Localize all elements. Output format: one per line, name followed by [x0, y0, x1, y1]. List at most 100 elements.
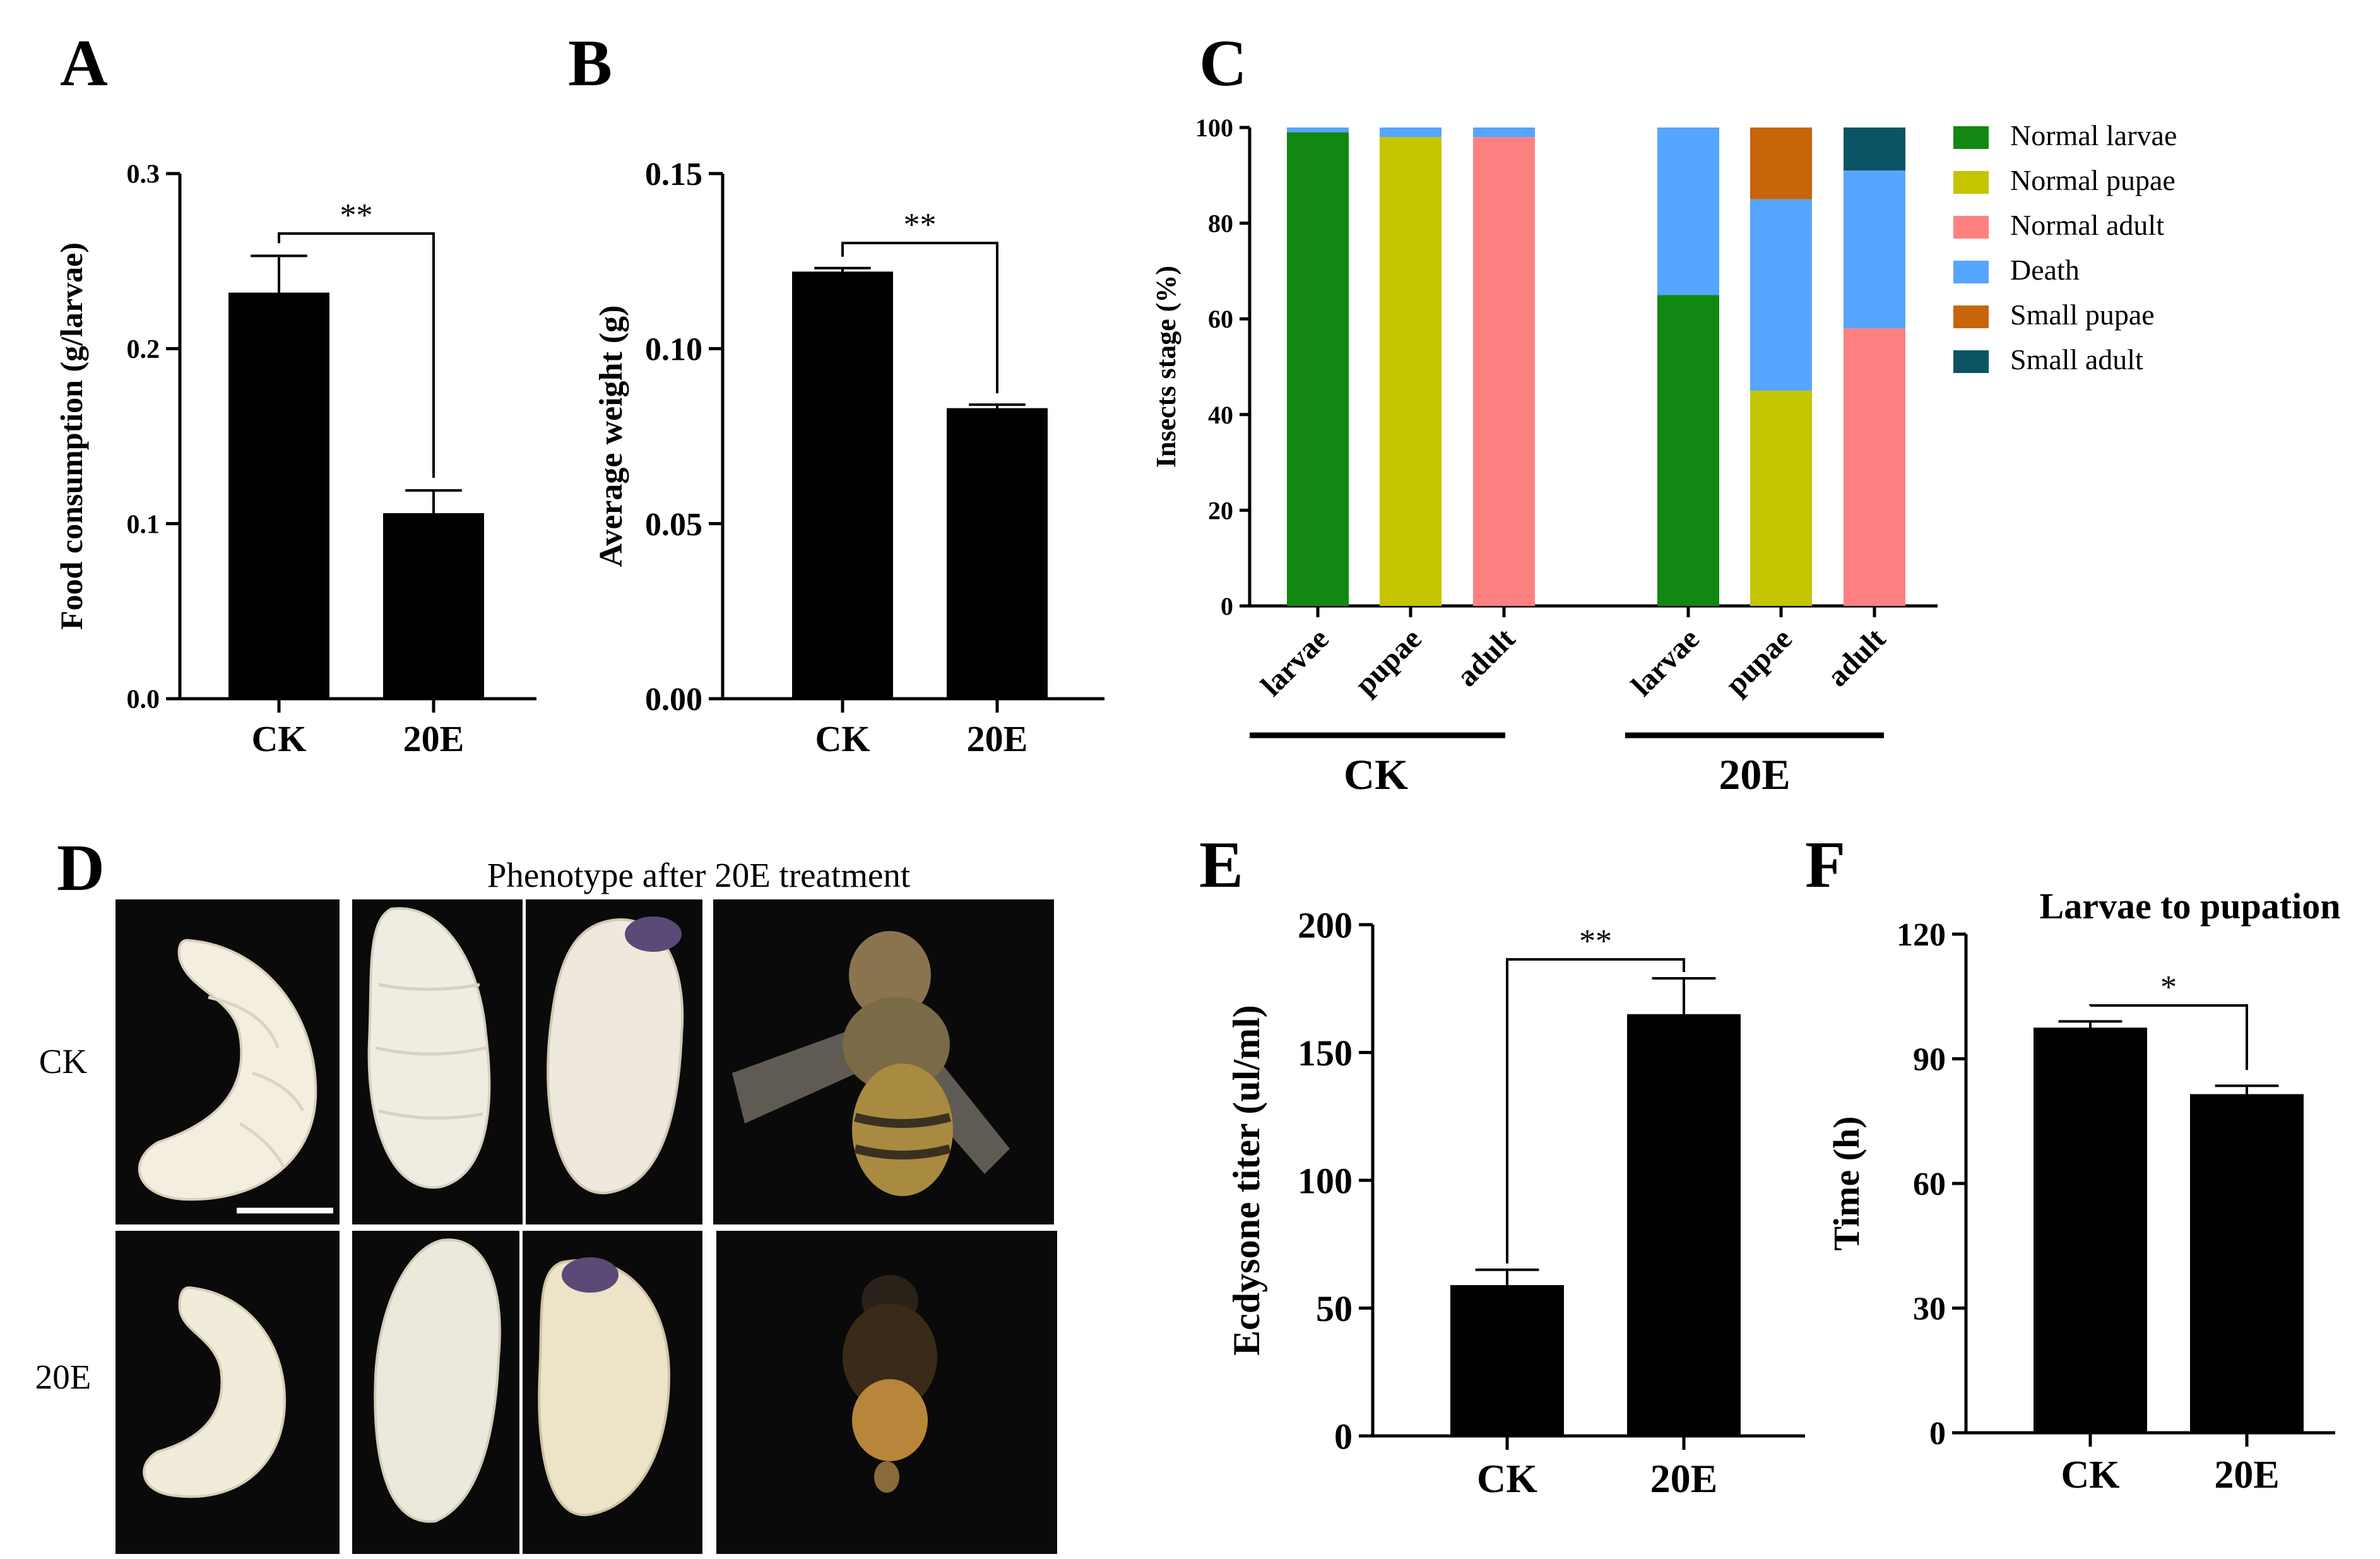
y-tick-label: 80	[1208, 210, 1233, 238]
stack-segment-death	[1287, 127, 1349, 133]
legend-swatch	[1953, 171, 1989, 194]
significance-marker: **	[1579, 923, 1612, 959]
y-tick-label: 0.15	[645, 157, 702, 193]
chart-b-average-weight: 0.00 0.05 0.10 0.15 CK 20E ** Average weight (g…	[593, 157, 1104, 759]
stack-segment-normal-larvae	[1287, 132, 1349, 606]
y-axis-label: Insects stage (%)	[1151, 266, 1181, 468]
x-tick-label: 20E	[403, 718, 465, 759]
legend-label: Small pupae	[2010, 299, 2155, 331]
panel-letter-c: C	[1199, 26, 1247, 100]
y-tick-label: 0.05	[645, 507, 702, 543]
x-tick-label: CK	[815, 718, 870, 759]
y-axis-label: Average weight (g)	[593, 305, 629, 567]
legend-label: Normal adult	[2010, 209, 2164, 241]
significance-marker: *	[2160, 969, 2177, 1005]
panel-letter-a: A	[60, 26, 108, 100]
bar-20e	[2190, 1094, 2304, 1433]
y-tick-label: 100	[1298, 1160, 1353, 1201]
y-tick-label: 0.00	[645, 682, 702, 718]
chart-a-food-consumption: 0.0 0.1 0.2 0.3 CK 20E ** Food consumption (g/l…	[54, 160, 536, 759]
significance-marker: **	[340, 198, 373, 234]
y-axis-label: Time (h)	[1826, 1116, 1867, 1250]
legend-swatch	[1953, 305, 1989, 328]
y-tick-label: 150	[1298, 1033, 1353, 1074]
group-label: CK	[1344, 750, 1408, 798]
chart-f-larvae-to-pupation: 0 30 60 90 120 CK 20E * Time (h) Larvae to pupati…	[1826, 886, 2340, 1497]
larva-photo-icon	[138, 939, 317, 1201]
y-tick-label: 50	[1316, 1288, 1353, 1329]
x-tick-label: 20E	[967, 718, 1028, 759]
legend-swatch	[1953, 350, 1989, 373]
phenotype-title: Phenotype after 20E treatment	[487, 856, 910, 894]
row-label-20e: 20E	[35, 1358, 92, 1396]
y-tick-label: 0	[1334, 1416, 1353, 1457]
x-tick-label: pupae	[1349, 622, 1428, 701]
legend-label: Small adult	[2010, 343, 2143, 376]
x-tick-label: adult	[1821, 622, 1892, 693]
y-tick-label: 30	[1913, 1291, 1946, 1327]
y-tick-label: 0	[1929, 1416, 1946, 1452]
y-tick-label: 0.3	[127, 160, 160, 189]
y-tick-label: 0.2	[127, 335, 160, 364]
x-tick-label: CK	[1477, 1456, 1537, 1501]
panel-letter-b: B	[568, 26, 612, 100]
stack-segment-normal-pupae	[1380, 137, 1442, 606]
significance-bracket	[278, 232, 435, 478]
stack-segment-normal-pupae	[1750, 390, 1812, 606]
legend-label: Normal pupae	[2010, 164, 2176, 196]
significance-bracket	[1506, 958, 1685, 1264]
y-tick-label: 0.10	[645, 332, 702, 368]
bar-20e	[383, 513, 484, 699]
panel-letter-d: D	[57, 831, 105, 904]
y-axis-label: Ecdysone titer (ul/ml)	[1226, 1005, 1267, 1356]
y-tick-label: 0.0	[127, 685, 160, 714]
stack-segment-small-adult	[1844, 127, 1905, 171]
y-tick-label: 0	[1221, 592, 1233, 620]
pupa-photo-icon	[547, 916, 684, 1195]
stack-segment-death	[1750, 199, 1812, 391]
panel-letter-f: F	[1805, 827, 1845, 901]
y-axis-label: Food consumption (g/larvae)	[54, 242, 89, 630]
stack-segment-normal-larvae	[1657, 295, 1719, 606]
x-tick-label: 20E	[2214, 1454, 2279, 1497]
bar-ck	[792, 271, 893, 699]
bar-20e	[1627, 1014, 1741, 1436]
x-tick-label: larvae	[1625, 622, 1706, 702]
prepupa-20e-photo-icon	[374, 1238, 501, 1523]
legend-swatch	[1953, 126, 1989, 149]
x-tick-label: CK	[252, 718, 307, 759]
y-tick-label: 90	[1913, 1042, 1946, 1078]
bar-20e	[947, 408, 1048, 699]
y-tick-label: 60	[1913, 1166, 1946, 1202]
legend-label: Normal larvae	[2010, 119, 2177, 151]
x-tick-label: pupae	[1719, 622, 1799, 701]
x-tick-label: larvae	[1255, 622, 1335, 702]
stack-segment-death	[1473, 127, 1535, 138]
stack-segment-normal-adult	[1473, 137, 1535, 606]
chart-title: Larvae to pupation	[2040, 886, 2341, 927]
y-tick-label: 200	[1298, 904, 1353, 945]
larva-20e-photo-icon	[143, 1286, 287, 1498]
significance-bracket	[841, 242, 998, 394]
prepupa-photo-icon	[367, 907, 491, 1189]
y-tick-label: 20	[1208, 496, 1233, 525]
bar-ck	[228, 292, 329, 699]
x-tick-label: adult	[1450, 622, 1522, 693]
y-tick-label: 40	[1208, 401, 1233, 429]
panel-d-phenotype: Phenotype after 20E treatment CK 20E	[35, 856, 1057, 1554]
legend-swatch	[1953, 216, 1989, 239]
significance-marker: **	[904, 207, 937, 243]
panel-letter-e: E	[1199, 827, 1243, 901]
pupa-20e-photo-icon	[538, 1257, 671, 1517]
y-tick-label: 60	[1208, 305, 1233, 333]
significance-bracket	[2089, 1004, 2248, 1070]
x-tick-label: CK	[2061, 1454, 2120, 1497]
group-label: 20E	[1719, 750, 1790, 798]
row-label-ck: CK	[39, 1042, 88, 1081]
stack-segment-small-pupae	[1750, 127, 1812, 199]
chart-e-ecdysone-titer: 0 50 100 150 200 CK 20E ** Ecdysone titer (ul/ml…	[1226, 904, 1805, 1501]
adult-bee-photo-icon	[732, 931, 1010, 1196]
stack-segment-normal-adult	[1844, 328, 1905, 606]
y-tick-label: 120	[1897, 917, 1946, 953]
